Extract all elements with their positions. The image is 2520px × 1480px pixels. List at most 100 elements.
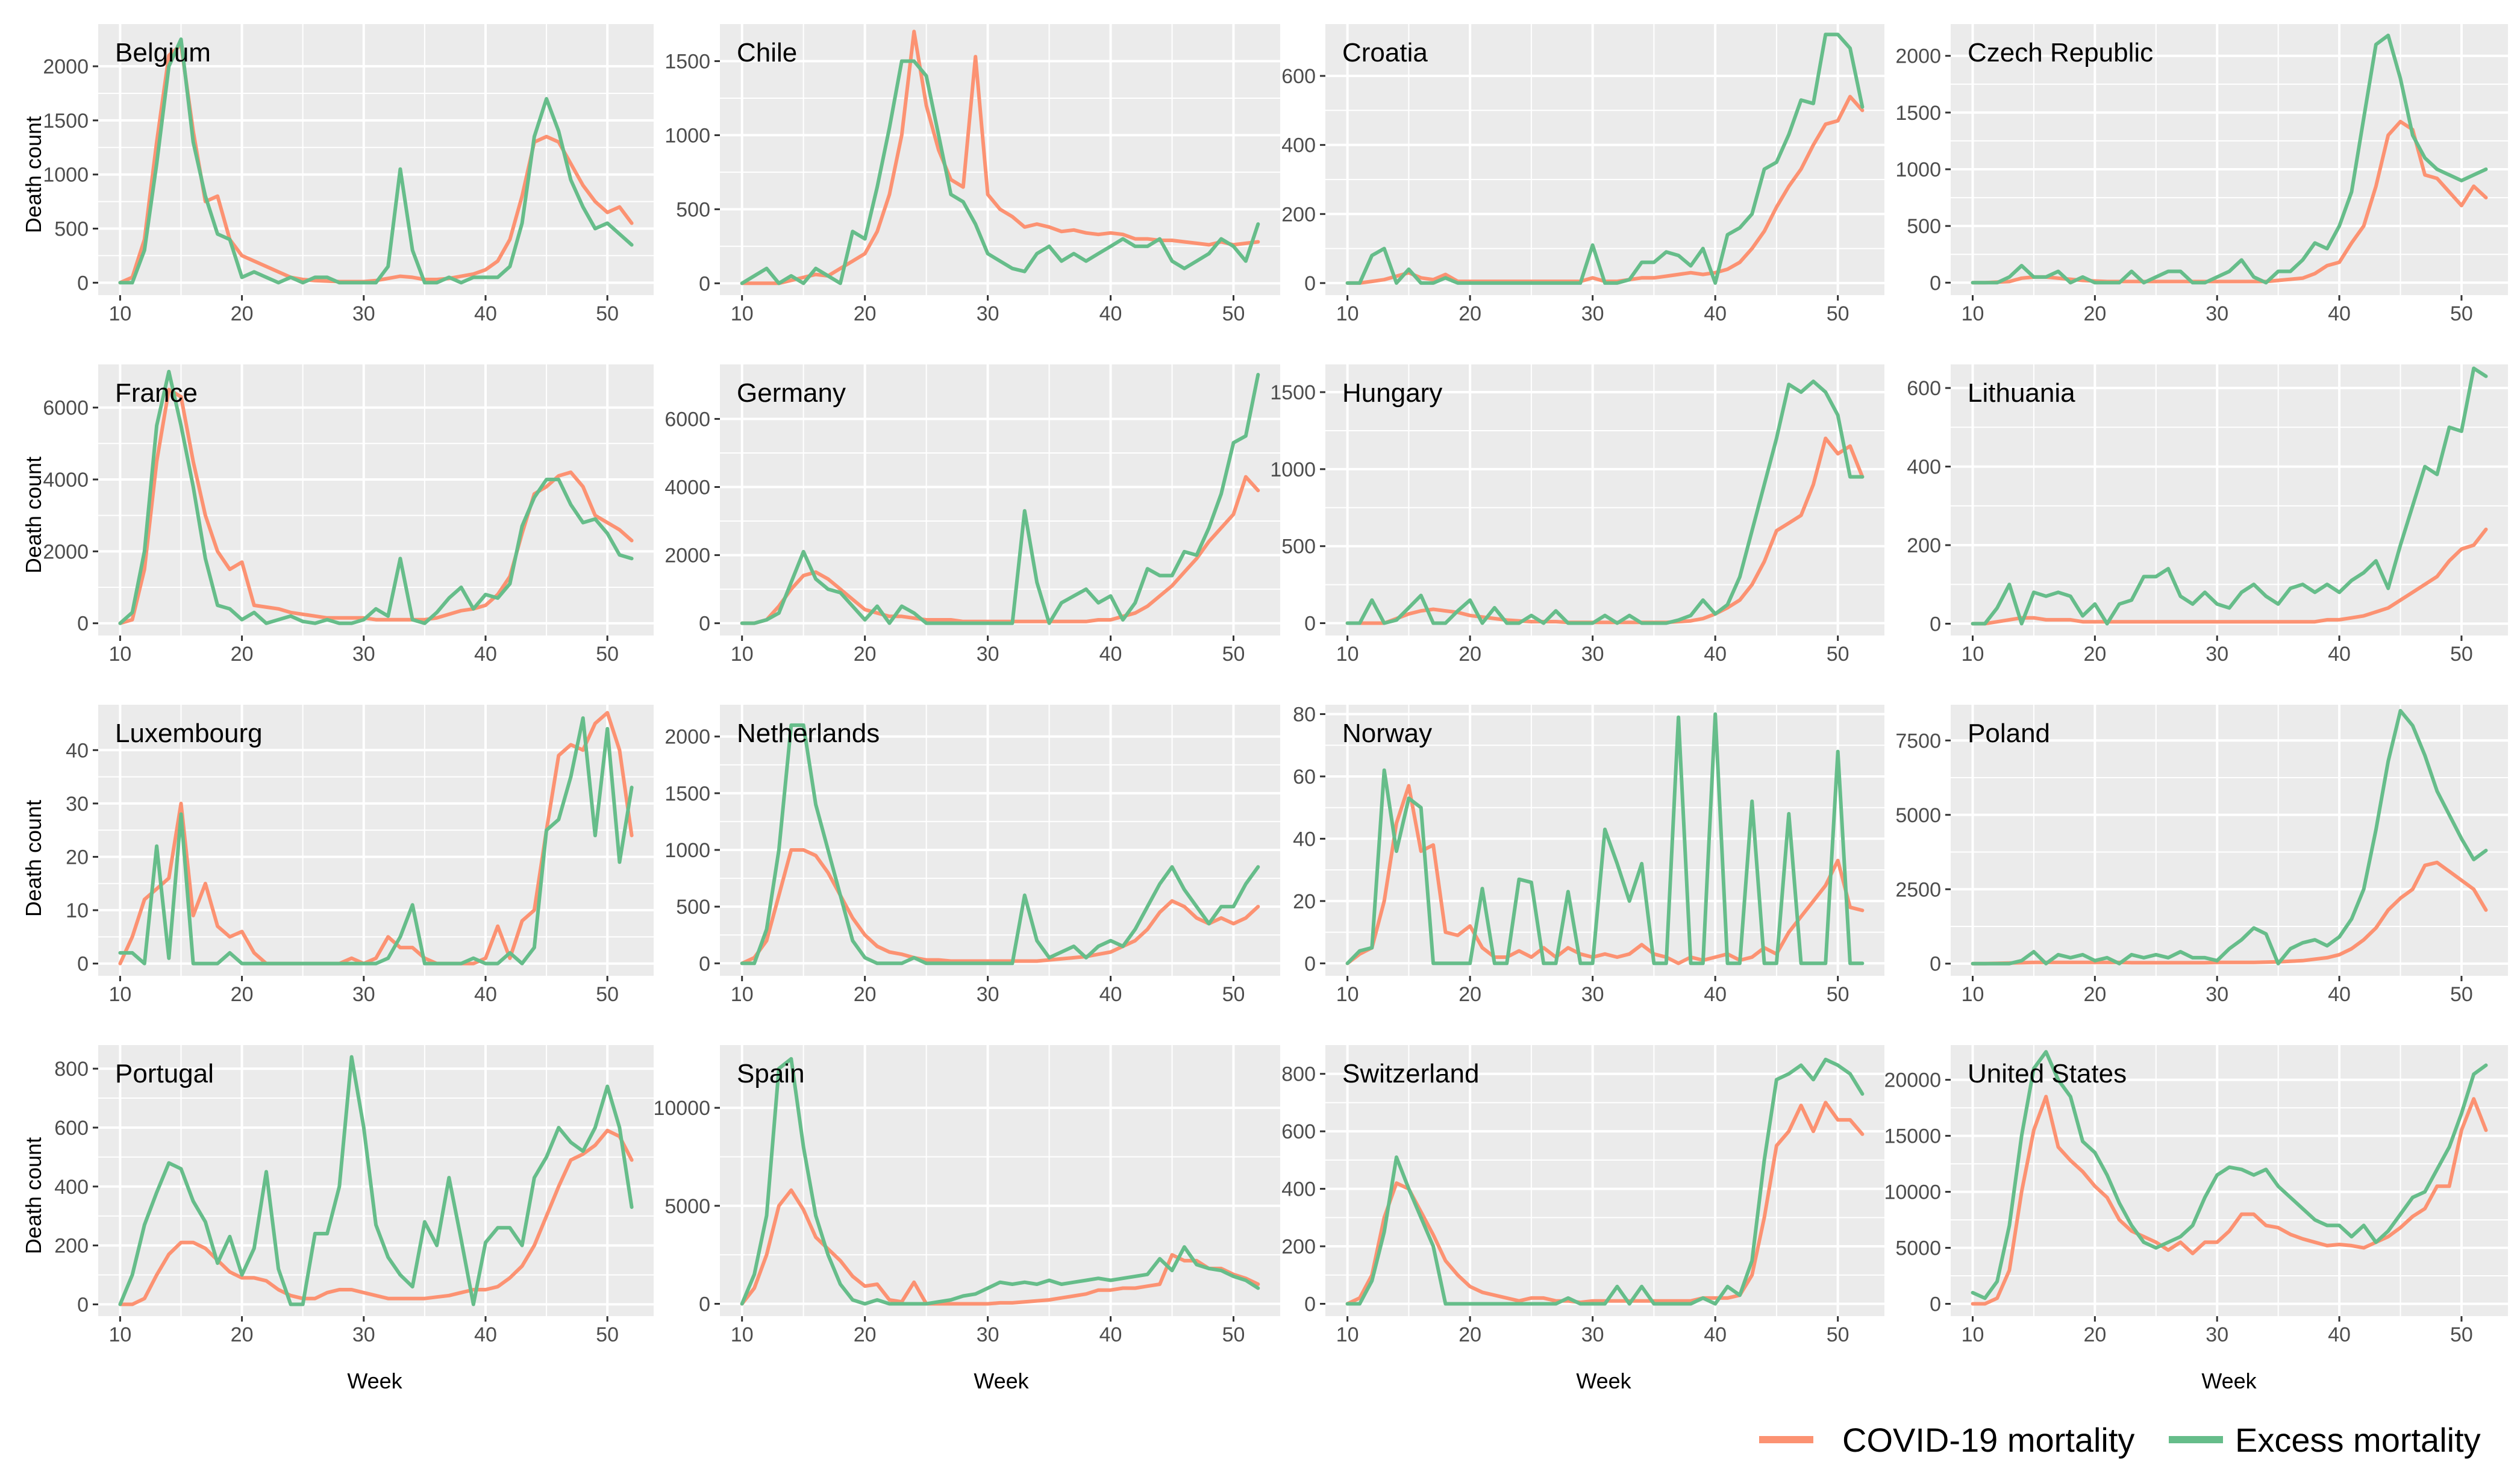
excess-series-line-poland <box>1971 708 2488 966</box>
covid-series-line-france <box>118 387 634 625</box>
x-tick-label: 40 <box>474 1323 497 1346</box>
y-tick-label: 2000 <box>664 726 710 749</box>
x-tick-label: 50 <box>596 983 619 1006</box>
panel-title-poland: Poland <box>1968 719 2050 748</box>
panel-title-luxembourg: Luxembourg <box>115 719 263 748</box>
x-tick-label: 50 <box>2450 302 2473 325</box>
y-tick-label: 2000 <box>43 540 89 563</box>
y-tick-label: 500 <box>1907 215 1941 238</box>
y-tick-label: 2500 <box>1895 878 1941 901</box>
x-tick-label: 30 <box>2206 1323 2228 1346</box>
x-tick-label: 30 <box>1581 1323 1604 1346</box>
x-tick-label: 40 <box>1704 643 1727 666</box>
y-tick-label: 600 <box>1907 377 1941 400</box>
x-axis-title-col-1: Week <box>347 1369 402 1393</box>
panel-title-chile: Chile <box>737 38 797 67</box>
excess-series-line-lithuania <box>1971 366 2488 626</box>
x-tick-label: 10 <box>1336 302 1359 325</box>
x-tick-label: 30 <box>977 302 999 325</box>
covid-series-line-united-states <box>1971 1094 2488 1306</box>
x-tick-label: 20 <box>854 302 877 325</box>
panel-background-belgium <box>98 24 654 295</box>
panel-norway: 10 20 30 40 50 0 20 40 60 80 Norway <box>1293 704 1884 1006</box>
x-tick-label: 50 <box>1827 302 1849 325</box>
y-tick-label: 2000 <box>664 545 710 567</box>
x-tick-label: 20 <box>231 983 254 1006</box>
y-tick-label: 10 <box>66 899 89 922</box>
y-tick-label: 1000 <box>1270 458 1316 481</box>
legend: COVID-19 mortality Excess mortality <box>1759 1421 2481 1459</box>
x-tick-label: 50 <box>1222 1323 1245 1346</box>
panel-title-belgium: Belgium <box>115 38 211 67</box>
y-tick-label: 400 <box>54 1176 89 1199</box>
covid-series-line-czech-republic <box>1971 119 2488 285</box>
x-tick-label: 50 <box>2450 983 2473 1006</box>
excess-series-line-hungary <box>1345 379 1865 625</box>
y-tick-label: 7500 <box>1895 729 1941 752</box>
y-tick-label: 0 <box>1930 953 1941 976</box>
x-axis-title-col-2: Week <box>974 1369 1029 1393</box>
y-tick-label: 0 <box>77 953 89 976</box>
x-tick-label: 30 <box>2206 983 2228 1006</box>
x-tick-label: 10 <box>108 643 131 666</box>
y-tick-label: 1500 <box>43 110 89 133</box>
y-tick-label: 0 <box>1930 272 1941 295</box>
panel-portugal: 10 20 30 40 50 0 200 400 600 800 Portugal <box>54 1045 654 1346</box>
y-tick-label: 4000 <box>43 469 89 492</box>
y-tick-label: 800 <box>1281 1063 1316 1086</box>
panel-background-netherlands <box>720 705 1280 976</box>
x-tick-label: 10 <box>1336 643 1359 666</box>
x-tick-label: 50 <box>1222 302 1245 325</box>
x-tick-label: 50 <box>1827 643 1849 666</box>
y-tick-label: 200 <box>1281 203 1316 226</box>
y-axis-title-row-4: Death count <box>21 1137 46 1254</box>
y-tick-label: 0 <box>77 272 89 295</box>
panel-luxembourg: 10 20 30 40 50 0 10 20 30 40 Luxembourg <box>66 705 654 1006</box>
y-tick-label: 1000 <box>43 164 89 187</box>
y-tick-label: 10000 <box>1884 1181 1941 1204</box>
x-tick-label: 40 <box>2328 1323 2351 1346</box>
x-tick-label: 40 <box>1099 983 1122 1006</box>
x-tick-label: 40 <box>474 983 497 1006</box>
x-tick-label: 20 <box>1459 983 1481 1006</box>
y-tick-label: 500 <box>1281 535 1316 558</box>
y-tick-label: 6000 <box>664 408 710 431</box>
x-tick-label: 40 <box>2328 302 2351 325</box>
excess-series-line-netherlands <box>740 723 1260 966</box>
y-tick-label: 6000 <box>43 397 89 420</box>
y-tick-label: 0 <box>77 613 89 635</box>
y-tick-label: 30 <box>66 793 89 816</box>
y-tick-label: 1000 <box>1895 158 1941 181</box>
x-tick-label: 10 <box>731 643 754 666</box>
panel-title-lithuania: Lithuania <box>1968 378 2075 408</box>
panel-france: 10 20 30 40 50 0 2000 4000 6000 France <box>43 364 654 666</box>
x-tick-label: 10 <box>1962 643 1984 666</box>
x-tick-label: 30 <box>2206 302 2228 325</box>
x-tick-label: 10 <box>1336 983 1359 1006</box>
x-tick-label: 20 <box>231 643 254 666</box>
x-tick-label: 40 <box>2328 643 2351 666</box>
panel-title-switzerland: Switzerland <box>1342 1059 1479 1088</box>
x-tick-label: 30 <box>352 983 375 1006</box>
y-tick-label: 400 <box>1281 1178 1316 1201</box>
panel-croatia: 10 20 30 40 50 0 200 400 600 Croatia <box>1281 24 1884 325</box>
y-tick-label: 1500 <box>664 782 710 805</box>
y-tick-label: 0 <box>77 1293 89 1316</box>
x-tick-label: 50 <box>1827 1323 1849 1346</box>
y-tick-label: 200 <box>54 1235 89 1258</box>
panel-title-hungary: Hungary <box>1342 378 1442 408</box>
panel-title-czech-republic: Czech Republic <box>1968 38 2153 67</box>
y-tick-label: 0 <box>699 272 710 295</box>
y-tick-label: 0 <box>699 952 710 975</box>
panel-background-spain <box>720 1045 1280 1316</box>
y-tick-label: 20 <box>1293 890 1316 913</box>
panel-title-spain: Spain <box>737 1059 805 1088</box>
x-tick-label: 30 <box>1581 983 1604 1006</box>
panel-background-czech-republic <box>1951 24 2508 295</box>
y-tick-label: 20000 <box>1884 1069 1941 1092</box>
x-tick-label: 40 <box>1704 302 1727 325</box>
panel-background-hungary <box>1325 364 1884 635</box>
covid-series-line-poland <box>1971 860 2488 966</box>
